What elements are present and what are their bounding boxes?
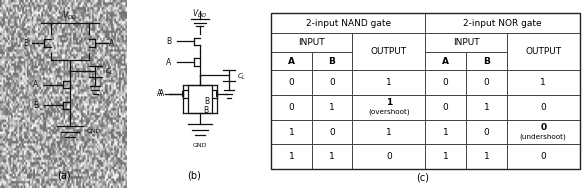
Bar bbox=[312, 145, 352, 169]
Text: 1: 1 bbox=[329, 103, 335, 112]
Text: A: A bbox=[288, 57, 295, 66]
Text: INPUT: INPUT bbox=[453, 38, 479, 47]
Bar bbox=[507, 33, 580, 70]
Text: B: B bbox=[203, 106, 208, 115]
Text: 1: 1 bbox=[443, 152, 448, 161]
Text: (c): (c) bbox=[416, 172, 429, 182]
Text: 1: 1 bbox=[483, 152, 489, 161]
Bar bbox=[271, 13, 426, 33]
Text: A: A bbox=[109, 39, 114, 48]
Bar bbox=[352, 95, 426, 120]
Text: 2-input NOR gate: 2-input NOR gate bbox=[463, 19, 542, 28]
Text: 0: 0 bbox=[540, 103, 546, 112]
Bar bbox=[466, 52, 507, 70]
Bar bbox=[426, 145, 466, 169]
Bar bbox=[352, 145, 426, 169]
Text: A: A bbox=[166, 58, 171, 67]
Text: 0: 0 bbox=[540, 123, 546, 132]
Text: (overshoot): (overshoot) bbox=[368, 109, 410, 115]
Text: 0: 0 bbox=[329, 128, 335, 137]
Text: A: A bbox=[442, 57, 449, 66]
Bar bbox=[271, 70, 312, 95]
Bar bbox=[426, 33, 507, 52]
Bar bbox=[466, 145, 507, 169]
Bar bbox=[352, 33, 426, 70]
Text: (a): (a) bbox=[57, 171, 71, 180]
Bar bbox=[507, 145, 580, 169]
Text: 0: 0 bbox=[386, 152, 392, 161]
Text: 1: 1 bbox=[540, 78, 546, 87]
Text: 1: 1 bbox=[386, 128, 392, 137]
Text: GND: GND bbox=[86, 129, 101, 134]
Text: 0: 0 bbox=[443, 78, 448, 87]
Text: B: B bbox=[204, 97, 209, 106]
Text: A: A bbox=[159, 89, 164, 99]
Text: A: A bbox=[33, 80, 38, 89]
Text: $V_{DD}$: $V_{DD}$ bbox=[192, 8, 208, 20]
Bar bbox=[466, 70, 507, 95]
Text: B: B bbox=[329, 57, 335, 66]
Text: 1: 1 bbox=[386, 98, 392, 107]
Bar bbox=[352, 70, 426, 95]
Bar bbox=[271, 145, 312, 169]
Text: $V_{DD}$: $V_{DD}$ bbox=[62, 9, 78, 22]
Text: A: A bbox=[157, 89, 162, 99]
Text: B: B bbox=[33, 101, 38, 110]
Text: 2-input NAND gate: 2-input NAND gate bbox=[305, 19, 391, 28]
Bar bbox=[312, 70, 352, 95]
Bar bbox=[426, 70, 466, 95]
Text: 0: 0 bbox=[289, 103, 294, 112]
Bar bbox=[507, 95, 580, 120]
Text: 0: 0 bbox=[443, 103, 448, 112]
Bar bbox=[507, 70, 580, 95]
Text: 1: 1 bbox=[386, 78, 392, 87]
Text: 0: 0 bbox=[289, 78, 294, 87]
Text: B: B bbox=[166, 37, 171, 46]
Bar bbox=[426, 95, 466, 120]
Bar bbox=[426, 120, 466, 145]
Bar bbox=[466, 95, 507, 120]
Bar bbox=[271, 52, 312, 70]
Text: (undershoot): (undershoot) bbox=[520, 133, 567, 140]
Bar bbox=[507, 120, 580, 145]
Text: $C_L$: $C_L$ bbox=[237, 72, 246, 82]
Bar bbox=[312, 95, 352, 120]
Text: 1: 1 bbox=[329, 152, 335, 161]
Text: B: B bbox=[23, 39, 28, 48]
Text: 0: 0 bbox=[329, 78, 335, 87]
Bar bbox=[271, 95, 312, 120]
Bar bbox=[271, 33, 352, 52]
Text: INPUT: INPUT bbox=[298, 38, 325, 47]
Bar bbox=[426, 52, 466, 70]
Text: GND: GND bbox=[193, 143, 207, 148]
Bar bbox=[271, 120, 312, 145]
Bar bbox=[271, 13, 580, 169]
Text: 1: 1 bbox=[483, 103, 489, 112]
Text: 0: 0 bbox=[483, 128, 489, 137]
Text: 1: 1 bbox=[443, 128, 448, 137]
Text: (b): (b) bbox=[187, 171, 201, 180]
Text: $C_L$: $C_L$ bbox=[106, 66, 115, 77]
Text: OUTPUT: OUTPUT bbox=[525, 47, 561, 56]
Text: 1: 1 bbox=[289, 152, 294, 161]
Text: 0: 0 bbox=[483, 78, 489, 87]
Bar bbox=[466, 120, 507, 145]
Bar bbox=[312, 120, 352, 145]
Text: OUTPUT: OUTPUT bbox=[371, 47, 407, 56]
Text: 0: 0 bbox=[540, 152, 546, 161]
Bar bbox=[312, 52, 352, 70]
Bar bbox=[426, 13, 580, 33]
Text: B: B bbox=[483, 57, 490, 66]
Text: 1: 1 bbox=[289, 128, 294, 137]
Bar bbox=[352, 120, 426, 145]
